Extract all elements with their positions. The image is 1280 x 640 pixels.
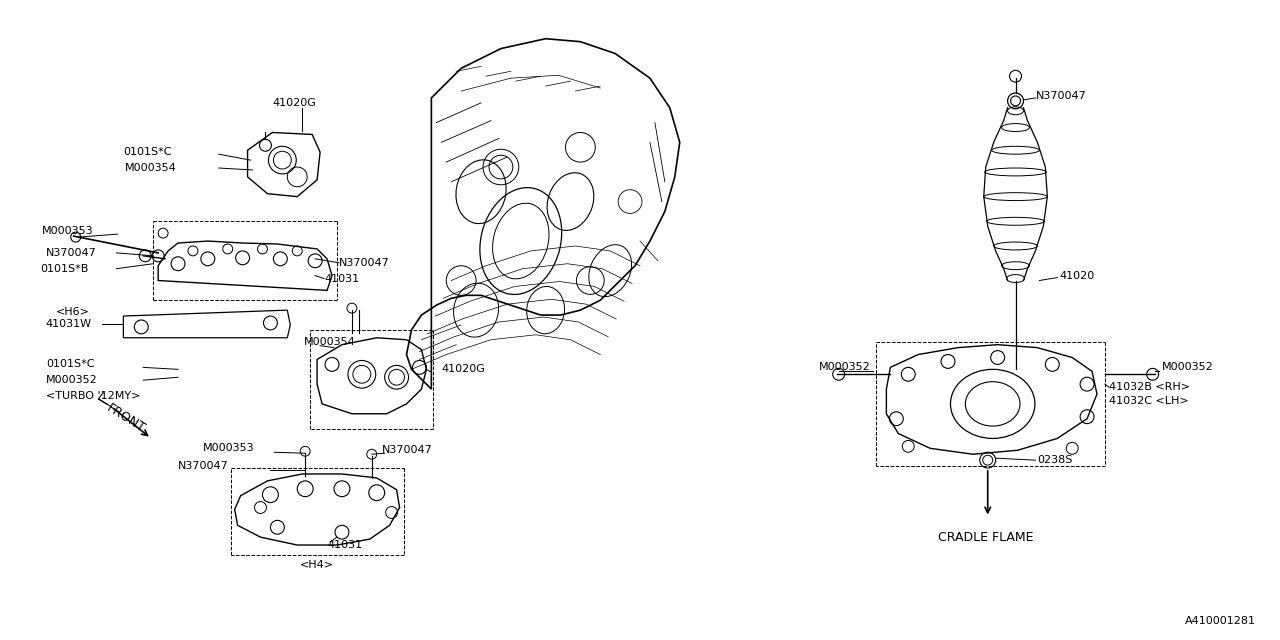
Text: FRONT: FRONT bbox=[104, 402, 147, 436]
Text: CRADLE FLAME: CRADLE FLAME bbox=[938, 531, 1033, 543]
Text: M000352: M000352 bbox=[1161, 362, 1213, 372]
Text: 41020G: 41020G bbox=[442, 364, 485, 374]
Text: M000354: M000354 bbox=[125, 163, 177, 173]
Text: A410001281: A410001281 bbox=[1185, 616, 1256, 626]
Text: 41031: 41031 bbox=[324, 273, 360, 284]
Text: M000353: M000353 bbox=[202, 444, 255, 453]
Text: 41031: 41031 bbox=[328, 540, 362, 550]
Text: M000354: M000354 bbox=[305, 337, 356, 347]
Text: M000352: M000352 bbox=[46, 375, 97, 385]
Text: N370047: N370047 bbox=[339, 258, 389, 268]
Text: 41031W: 41031W bbox=[46, 319, 92, 329]
Text: <TURBO '12MY>: <TURBO '12MY> bbox=[46, 391, 141, 401]
Text: M000352: M000352 bbox=[819, 362, 870, 372]
Text: 41032C <LH>: 41032C <LH> bbox=[1108, 396, 1189, 406]
Text: M000353: M000353 bbox=[42, 226, 93, 236]
Text: 0101S*B: 0101S*B bbox=[40, 264, 88, 274]
Text: 0238S: 0238S bbox=[1037, 455, 1073, 465]
Text: N370047: N370047 bbox=[46, 248, 97, 258]
Text: <H6>: <H6> bbox=[56, 307, 90, 317]
Text: 41032B <RH>: 41032B <RH> bbox=[1108, 382, 1190, 392]
Text: 41020G: 41020G bbox=[273, 98, 316, 108]
Text: 0101S*C: 0101S*C bbox=[46, 360, 95, 369]
Text: N370047: N370047 bbox=[1036, 91, 1087, 101]
Text: 0101S*C: 0101S*C bbox=[123, 147, 172, 157]
Text: N370047: N370047 bbox=[178, 461, 229, 471]
Text: N370047: N370047 bbox=[381, 445, 433, 455]
Text: <H4>: <H4> bbox=[301, 560, 334, 570]
Text: 41020: 41020 bbox=[1060, 271, 1094, 280]
